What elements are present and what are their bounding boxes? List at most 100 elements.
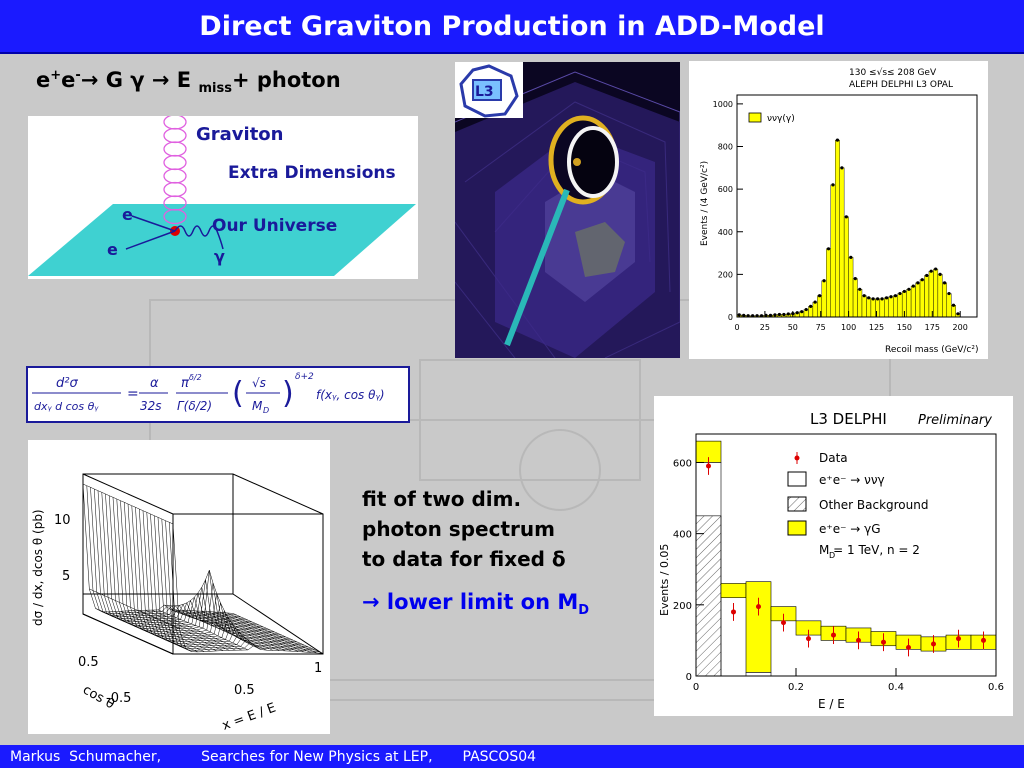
data-plot-y-tick: 600	[673, 458, 692, 469]
recoil-data-point	[826, 247, 831, 251]
recoil-data-point	[880, 297, 884, 301]
electron-label-top: e	[122, 205, 133, 224]
graviton-label: Graviton	[196, 124, 284, 145]
photon-label: γ	[214, 247, 225, 266]
recoil-data-point	[777, 312, 782, 317]
recoil-data-point	[742, 313, 746, 317]
footer-conference: PASCOS04	[462, 748, 537, 765]
data-plot-x-label: E / E	[818, 697, 845, 711]
recoil-data-point	[947, 291, 951, 296]
legend-nunu: e⁺e⁻ → ννγ	[819, 473, 885, 487]
photon-line	[174, 225, 224, 250]
recoil-bar	[924, 275, 930, 318]
data-plot-y-label: Events / 0.05	[658, 544, 671, 616]
recoil-bar	[942, 282, 948, 318]
surface-x-tick-1: 1	[314, 661, 322, 676]
data-plot-y-tick: 200	[673, 601, 692, 612]
data-point	[831, 632, 836, 638]
recoil-header-2: ALEPH DELPHI L3 OPAL	[849, 80, 953, 90]
data-plot-legend: Data e⁺e⁻ → ννγ Other Background e⁺e⁻ → …	[787, 451, 928, 560]
recoil-y-tick: 1000	[713, 100, 733, 109]
formula-lhs-numerator: d²σ	[56, 376, 78, 391]
data-plot-x-tick: 0	[693, 682, 699, 693]
electron-line-bottom	[125, 230, 176, 250]
data-point	[706, 463, 711, 469]
recoil-bar	[893, 295, 898, 318]
surface-z-label: dσ / dx, dcos θ (pb)	[31, 509, 45, 626]
formula-sqrt-s: √s	[252, 376, 266, 390]
recoil-bar	[852, 278, 858, 318]
legend-other-background: Other Background	[819, 498, 928, 512]
surface-z-tick-10: 10	[54, 513, 71, 528]
recoil-data-point	[929, 269, 933, 273]
recoil-data-point	[916, 281, 920, 285]
recoil-data-point	[871, 297, 875, 301]
recoil-bar	[928, 270, 934, 318]
surface-cos-tick-05: 0.5	[78, 655, 99, 670]
data-point	[906, 645, 911, 651]
recoil-data-point	[795, 311, 799, 315]
formula-gamma: Γ(δ/2)	[177, 399, 212, 413]
recoil-x-tick: 125	[869, 323, 884, 332]
recoil-mass-plot: 130 ≤√s≤ 208 GeV ALEPH DELPHI L3 OPAL Ev…	[689, 61, 988, 359]
recoil-bar	[835, 139, 840, 318]
cross-section-formula: d²σ dxᵧ d cos θᵧ = α 32s π δ/2 Γ(δ/2) ( …	[26, 366, 410, 423]
recoil-data-point	[884, 296, 889, 300]
data-plot-x-tick: 0.2	[788, 682, 804, 693]
surface-z-tick-5: 5	[62, 569, 70, 584]
nunu-bar	[745, 672, 772, 677]
signal-bar	[720, 583, 747, 599]
recoil-bar	[839, 167, 845, 318]
recoil-data-point	[893, 294, 898, 298]
recoil-y-tick: 0	[728, 313, 733, 322]
recoil-data-point	[858, 287, 862, 291]
recoil-data-point	[804, 307, 808, 312]
recoil-data-point	[876, 297, 880, 301]
photon-track	[504, 188, 570, 347]
surface-x-tick-05: 0.5	[234, 683, 255, 698]
recoil-data-point	[737, 313, 741, 317]
recoil-data-point	[844, 215, 848, 219]
surface-plot: dσ / dx, dcos θ (pb) 10 5 0.5 -0.5 cos θ…	[28, 440, 330, 734]
formula-pi: π	[181, 376, 189, 391]
recoil-bar	[888, 296, 894, 318]
data-plot-preliminary: Preliminary	[918, 413, 992, 428]
recoil-frame	[736, 94, 978, 318]
footer: Markus Schumacher, Searches for New Phys…	[0, 745, 1024, 768]
recoil-y-tick: 800	[718, 143, 733, 152]
recoil-bar	[937, 274, 943, 318]
recoil-x-tick: 100	[841, 323, 856, 332]
formula-md-sub: D	[263, 406, 269, 415]
recoil-bar	[870, 298, 876, 318]
recoil-data-point	[867, 296, 871, 300]
recoil-data-point	[902, 289, 906, 294]
recoil-bar	[919, 279, 925, 318]
data-point	[806, 636, 811, 642]
surface-cos-tick-m05: -0.5	[106, 691, 131, 706]
data-plot-title: L3 DELPHI	[810, 410, 887, 428]
recoil-data-point	[925, 273, 929, 278]
recoil-data-point	[817, 294, 822, 298]
recoil-data-point	[853, 277, 857, 281]
recoil-bar	[946, 293, 952, 318]
data-plot-x-tick: 0.4	[888, 682, 904, 693]
event-display: L3	[455, 62, 680, 358]
electron-line-top	[131, 215, 176, 232]
recoil-legend-label: ννγ(γ)	[767, 114, 795, 124]
recoil-data-point	[862, 294, 866, 298]
formula-equals: =	[127, 386, 139, 402]
footer-talk: Searches for New Physics at LEP,	[201, 748, 433, 765]
recoil-data-point	[920, 278, 924, 282]
data-point	[956, 636, 961, 642]
extra-dimensions-label: Extra Dimensions	[228, 163, 396, 183]
recoil-x-tick: 50	[788, 323, 798, 332]
svg-text:): )	[282, 376, 294, 411]
recoil-bar	[951, 305, 956, 318]
formula-f: f(xᵧ, cos θᵧ)	[316, 388, 385, 402]
legend-graviton: e⁺e⁻ → γG	[819, 522, 881, 536]
recoil-data-point	[768, 313, 773, 317]
recoil-bar	[826, 248, 831, 318]
recoil-data-point	[938, 272, 942, 276]
fit-description: fit of two dim. photon spectrum to data …	[362, 484, 566, 574]
our-universe-label: Our Universe	[212, 216, 337, 236]
